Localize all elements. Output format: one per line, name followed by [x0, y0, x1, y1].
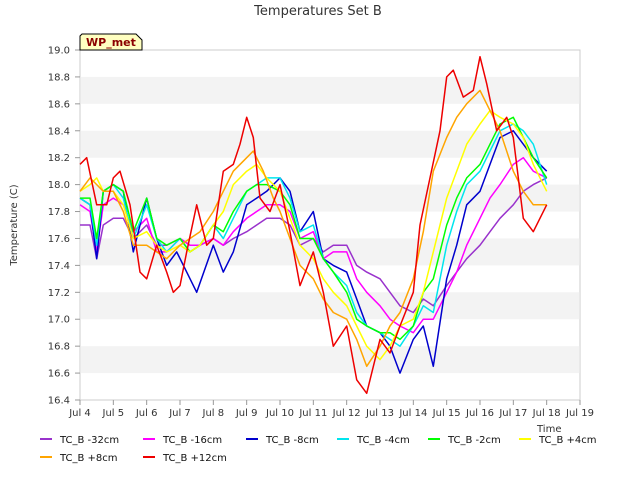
grid-band — [80, 76, 580, 104]
y-tick-label: 16.8 — [48, 342, 70, 353]
legend-label: TC_B -8cm — [265, 435, 319, 446]
x-tick-label: Jul 15 — [432, 408, 461, 419]
grid-band — [80, 292, 580, 320]
series-line-8 — [79, 55, 548, 395]
legend-item: TC_B +4cm — [519, 435, 597, 446]
series-line-6 — [79, 109, 548, 361]
y-axis-ticks: 16.4 16.6 16.8 17.0 17.2 17.4 17.6 17.8 18.0 18.2… — [48, 46, 80, 407]
legend-item: TC_B -32cm — [40, 435, 119, 446]
legend-label: TC_B -16cm — [162, 435, 222, 446]
y-axis-title: Temperature (C) — [9, 184, 20, 266]
series-line-4 — [79, 123, 548, 347]
legend-item: TC_B -8cm — [246, 435, 319, 446]
legend: TC_B -32cm TC_B -16cm TC_B -8cm TC_B -4cm TC… — [40, 435, 597, 464]
x-tick-label: Jul 14 — [398, 408, 427, 419]
legend-label: TC_B +12cm — [162, 453, 227, 464]
y-tick-label: 16.6 — [48, 369, 70, 380]
y-tick-label: 17.2 — [48, 288, 70, 299]
x-tick-label: Jul 9 — [235, 408, 258, 419]
plot-area — [79, 49, 581, 401]
wp-met-badge: WP_met — [79, 33, 143, 51]
x-tick-label: Jul 13 — [365, 408, 394, 419]
x-tick-label: Jul 12 — [332, 408, 361, 419]
legend-item: TC_B +8cm — [40, 453, 118, 464]
y-tick-label: 16.4 — [48, 396, 70, 407]
grid-band — [80, 184, 580, 212]
x-tick-label: Jul 18 — [532, 408, 561, 419]
legend-item: TC_B -16cm — [143, 435, 222, 446]
x-tick-label: Jul 5 — [102, 408, 125, 419]
legend-label: TC_B +4cm — [538, 435, 597, 446]
y-tick-label: 18.6 — [48, 99, 70, 110]
grid-band — [80, 346, 580, 374]
series-line-5 — [80, 116, 548, 341]
chart-title: Temperatures Set B — [253, 4, 382, 19]
x-tick-label: Jul 4 — [68, 408, 91, 419]
y-tick-label: 19.0 — [48, 46, 70, 57]
x-tick-label: Jul 6 — [135, 408, 158, 419]
legend-label: TC_B -2cm — [447, 435, 501, 446]
series-line-1 — [80, 177, 548, 314]
x-axis-ticks: Jul 4 Jul 5 Jul 6 Jul 7 Jul 8 Jul 9 Jul 10 Jul … — [68, 400, 594, 419]
badge-label: WP_met — [86, 36, 136, 49]
x-tick-label: Jul 11 — [298, 408, 327, 419]
y-tick-label: 17.0 — [48, 315, 70, 326]
x-axis-title: Time — [536, 424, 561, 435]
y-tick-label: 18.4 — [48, 126, 70, 137]
legend-label: TC_B -4cm — [356, 435, 410, 446]
y-tick-label: 17.8 — [48, 207, 70, 218]
legend-label: TC_B -32cm — [59, 435, 119, 446]
series-line-7 — [79, 89, 547, 368]
plot-background — [79, 49, 581, 401]
x-tick-label: Jul 7 — [168, 408, 191, 419]
x-tick-label: Jul 16 — [465, 408, 494, 419]
legend-label: TC_B +8cm — [59, 453, 118, 464]
y-tick-label: 18.0 — [48, 180, 70, 191]
y-tick-label: 18.8 — [48, 72, 70, 83]
series-line-2 — [79, 156, 548, 334]
grid-band — [80, 130, 580, 158]
legend-item: TC_B -2cm — [428, 435, 501, 446]
legend-item: TC_B +12cm — [143, 453, 227, 464]
y-tick-label: 17.6 — [48, 234, 70, 245]
y-tick-label: 18.2 — [48, 153, 70, 164]
legend-item: TC_B -4cm — [337, 435, 410, 446]
x-tick-label: Jul 8 — [202, 408, 225, 419]
x-tick-label: Jul 19 — [565, 408, 594, 419]
x-tick-label: Jul 17 — [498, 408, 527, 419]
y-tick-label: 17.4 — [48, 261, 70, 272]
x-tick-label: Jul 10 — [265, 408, 294, 419]
series-lines — [79, 55, 548, 395]
